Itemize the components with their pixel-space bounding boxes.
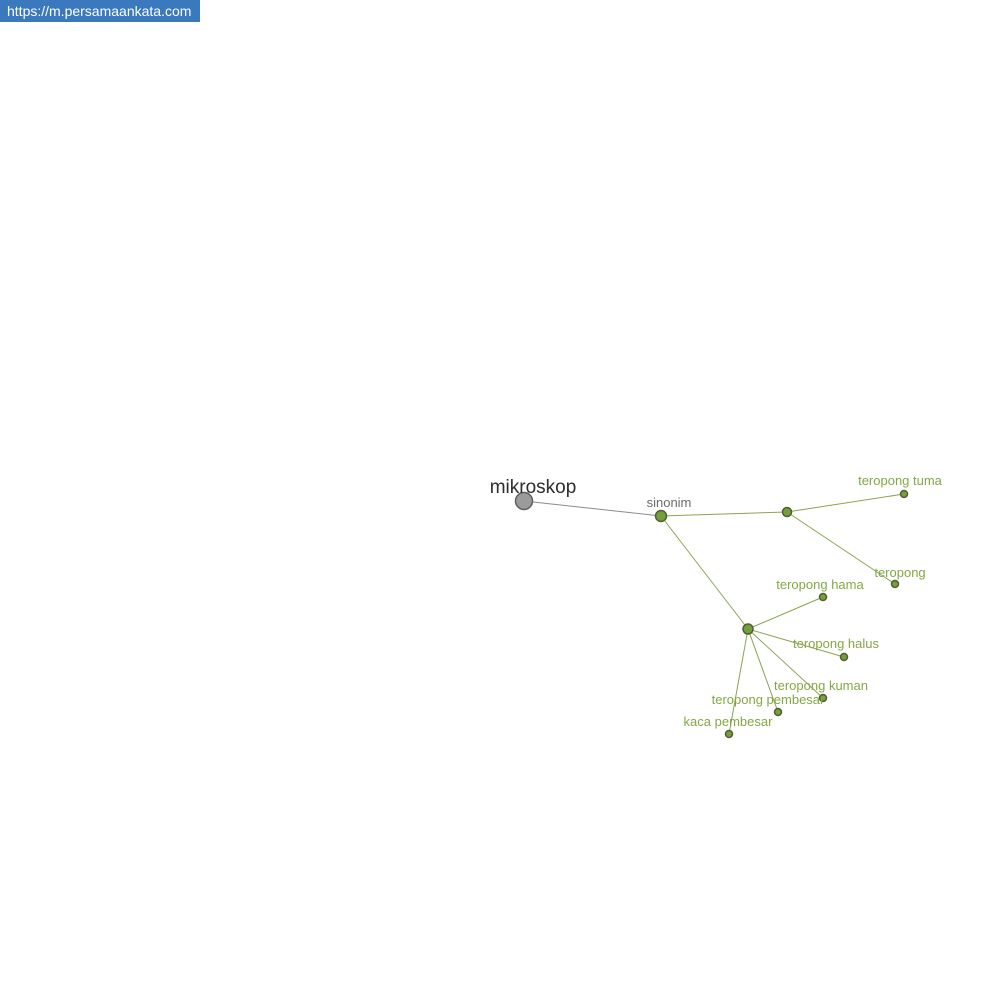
node-mikroskop[interactable]: [514, 491, 534, 511]
node-teropong-tuma[interactable]: [899, 489, 909, 499]
node-teropong[interactable]: [890, 579, 900, 589]
edge-hub2-kaca-pembesar: [728, 628, 749, 735]
node-label-mikroskop: mikroskop: [490, 477, 577, 498]
node-teropong-halus[interactable]: [839, 652, 849, 662]
node-label-teropong-pembesar: teropong pembesar: [712, 692, 825, 707]
node-teropong-hama[interactable]: [818, 592, 828, 602]
edge-sinonim-hub2: [660, 515, 749, 630]
site-url-badge[interactable]: https://m.persamaankata.com: [0, 0, 201, 22]
node-label-teropong-kuman: teropong kuman: [774, 678, 868, 693]
node-label-teropong-tuma: teropong tuma: [858, 473, 943, 488]
node-hub2[interactable]: [742, 623, 754, 635]
edge-hub1-teropong: [786, 511, 896, 585]
edge-hub2-teropong-halus: [747, 628, 845, 658]
node-hub1[interactable]: [781, 506, 793, 518]
node-label-kaca-pembesar: kaca pembesar: [684, 714, 774, 729]
edge-hub1-teropong-tuma: [786, 493, 905, 513]
node-teropong-kuman[interactable]: [818, 693, 828, 703]
edge-sinonim-hub1: [660, 511, 788, 517]
edge-hub2-teropong-pembesar: [747, 628, 779, 713]
node-label-teropong-hama: teropong hama: [776, 577, 864, 592]
node-label-teropong: teropong: [874, 565, 925, 580]
edge-hub2-teropong-hama: [747, 596, 824, 630]
edge-mikroskop-sinonim: [523, 500, 662, 517]
node-teropong-pembesar[interactable]: [773, 707, 783, 717]
edge-hub2-teropong-kuman: [747, 628, 824, 699]
node-label-sinonim: sinonim: [647, 495, 692, 510]
node-sinonim[interactable]: [654, 509, 668, 523]
node-kaca-pembesar[interactable]: [724, 729, 734, 739]
node-label-teropong-halus: teropong halus: [793, 636, 880, 651]
